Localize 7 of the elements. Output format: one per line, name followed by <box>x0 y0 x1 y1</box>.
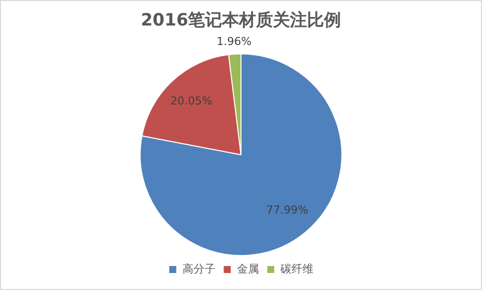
legend-label: 金属 <box>236 262 259 276</box>
data-label: 1.96% <box>216 34 252 48</box>
data-label: 77.99% <box>266 203 308 216</box>
legend-label: 碳纤维 <box>279 262 314 276</box>
data-label: 20.05% <box>170 94 212 108</box>
legend-label: 高分子 <box>182 262 216 276</box>
chart-title: 2016笔记本材质关注比例 <box>140 10 342 31</box>
